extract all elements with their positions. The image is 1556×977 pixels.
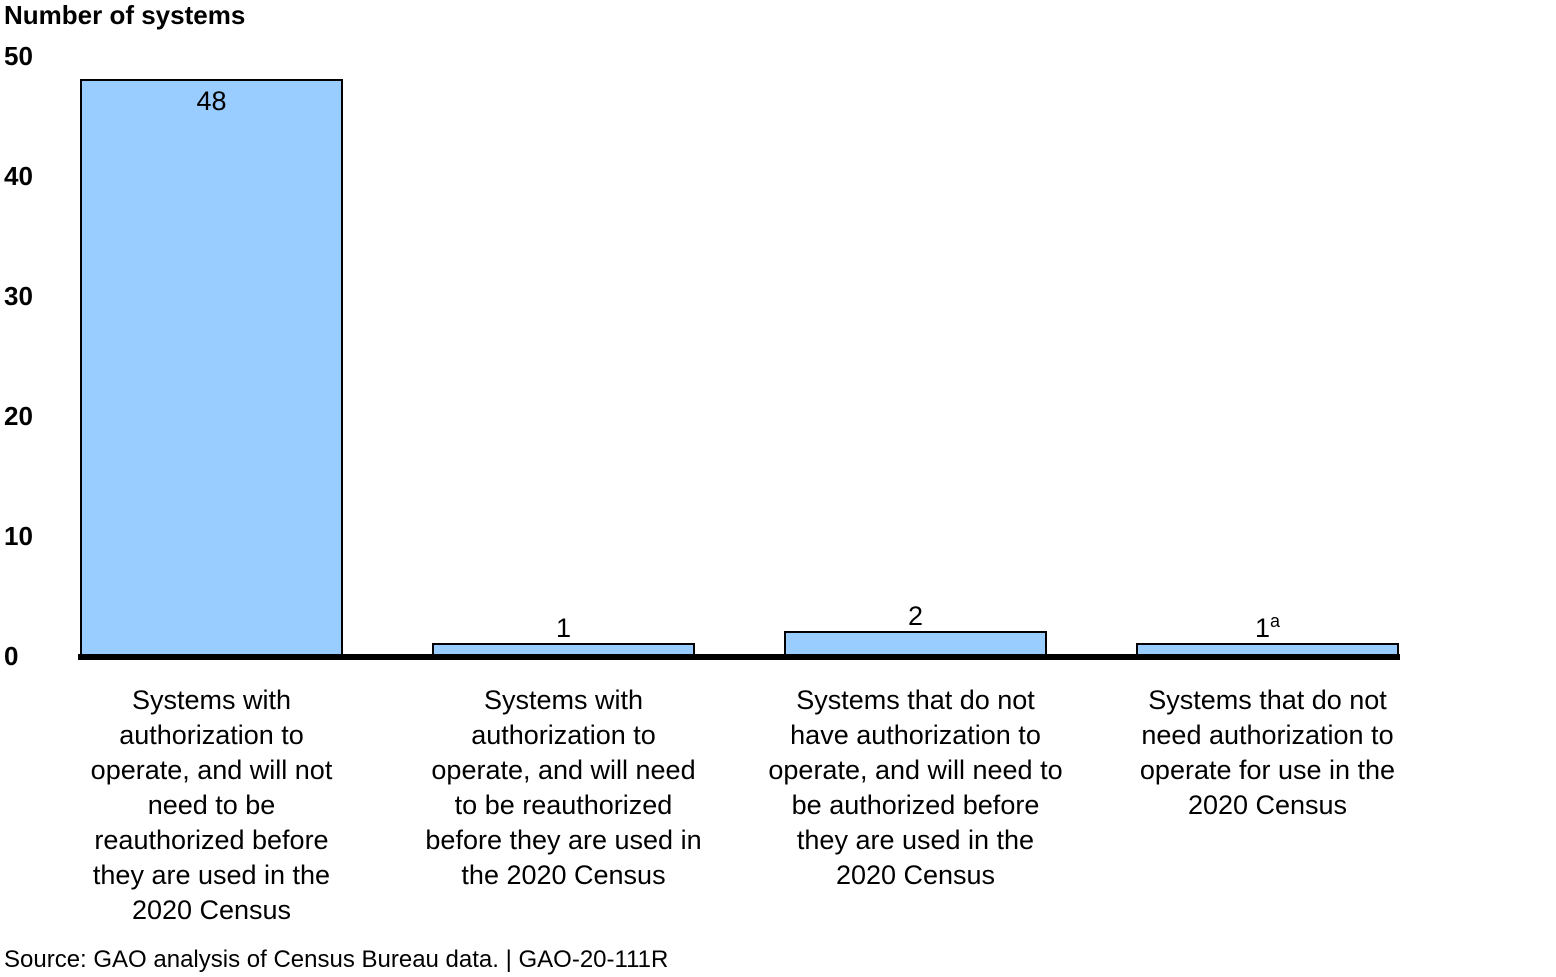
bars [80,79,1399,657]
category-label-line: reauthorized before [94,825,328,855]
y-axis-ticks: 0 10 20 30 40 50 [4,41,33,671]
category-label-line: to be reauthorized [455,790,673,820]
category-label: Systems that do not need authorization to… [1140,685,1395,820]
category-label: Systems with authorization to operate, and… [91,685,333,925]
category-label: Systems with authorization to operate, and… [425,685,701,890]
y-tick-label: 10 [4,521,33,551]
data-label-value: 1 [1255,613,1270,643]
y-tick-label: 20 [4,401,33,431]
category-label-line: Systems that do not [1148,685,1387,715]
footnote-mark: a [1270,611,1281,631]
category-label-line: Systems that do not [796,685,1035,715]
data-label-value: 48 [196,86,226,116]
category-label-line: operate, and will not [91,755,333,785]
data-label-value: 1 [556,613,571,643]
category-label-line: Systems with [484,685,643,715]
category-label-line: authorization to [119,720,304,750]
category-label-line: operate, and will need to [768,755,1062,785]
data-label: 2 [908,601,923,631]
y-tick-label: 50 [4,41,33,71]
category-label-line: 2020 Census [836,860,995,890]
category-label-line: Systems with [132,685,291,715]
bar [784,631,1047,657]
y-axis-title: Number of systems [4,0,245,30]
category-label-line: before they are used in [425,825,701,855]
data-labels: 481 2 1a [196,86,1281,643]
category-label-line: need authorization to [1141,720,1393,750]
category-label-line: 2020 Census [132,895,291,925]
y-tick-label: 0 [4,641,18,671]
category-label-line: they are used in the [93,860,330,890]
data-label: 48 [196,86,226,116]
data-label: 1 [556,613,571,643]
category-label-line: be authorized before [792,790,1040,820]
category-label-line: operate, and will need [431,755,695,785]
y-tick-label: 30 [4,281,33,311]
category-label-line: need to be [148,790,276,820]
category-label-line: the 2020 Census [461,860,665,890]
category-labels: Systems with authorization to operate, and… [91,685,1395,925]
bar [80,79,343,657]
y-tick-label: 40 [4,161,33,191]
category-label-line: operate for use in the [1140,755,1395,785]
category-label-line: authorization to [471,720,656,750]
data-label-value: 2 [908,601,923,631]
category-label: Systems that do not have authorization to… [768,685,1062,890]
data-label: 1a [1255,611,1281,643]
category-label-line: they are used in the [797,825,1034,855]
category-label-line: have authorization to [790,720,1041,750]
category-label-line: 2020 Census [1188,790,1347,820]
source-note: Source: GAO analysis of Census Bureau da… [4,946,669,973]
